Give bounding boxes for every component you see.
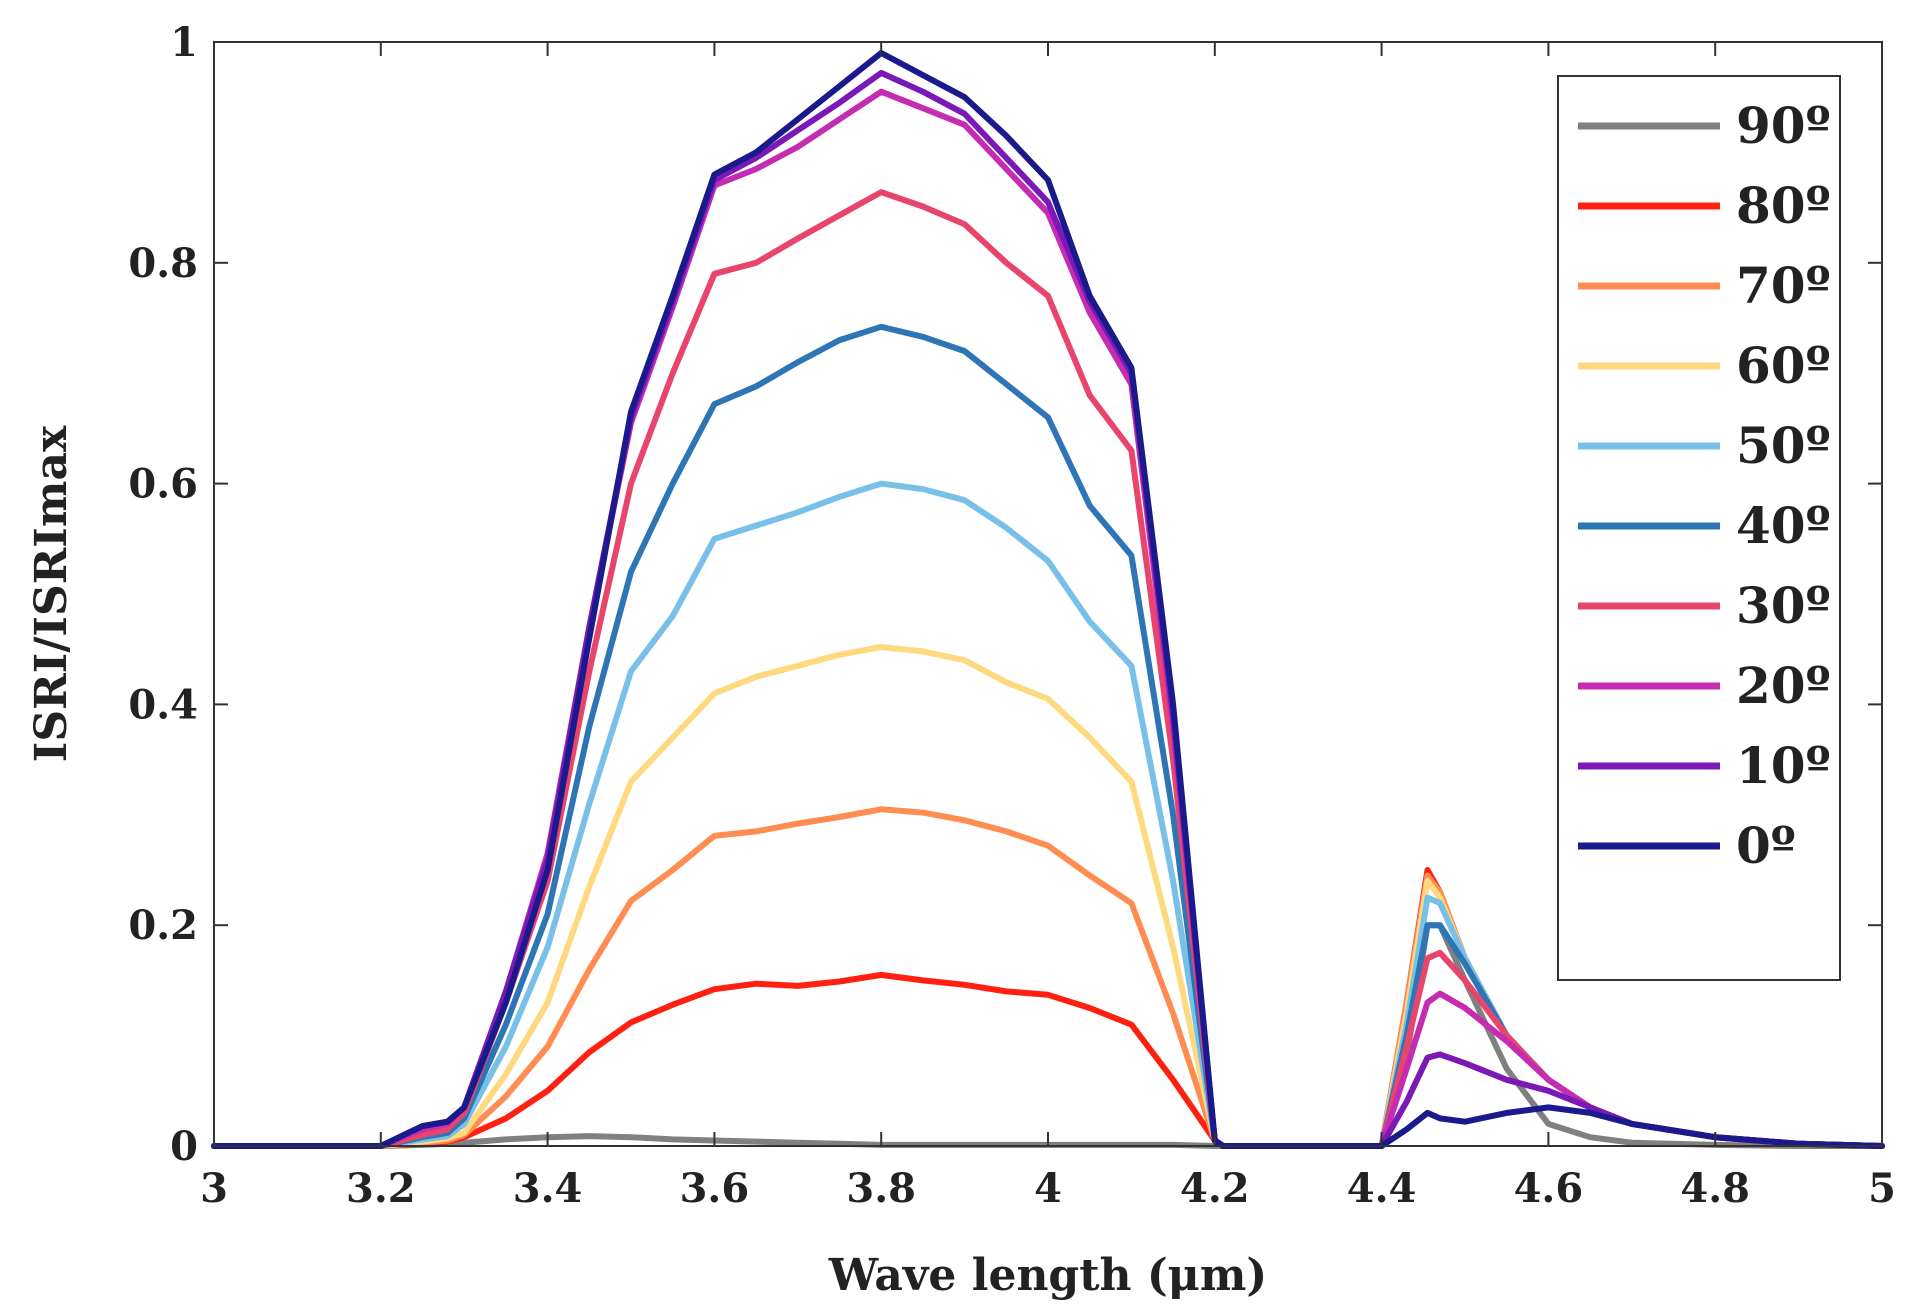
y-tick-label: 0.6 [128,461,198,508]
x-tick-label: 3.8 [846,1165,916,1212]
legend-label: 90º [1736,96,1831,155]
x-tick-label: 4 [1034,1165,1062,1212]
legend-label: 20º [1736,656,1831,715]
x-tick-label: 4.6 [1514,1165,1584,1212]
x-tick-label: 4.4 [1347,1165,1417,1212]
y-tick-label: 0.4 [128,681,198,728]
legend-label: 60º [1736,336,1831,395]
legend-item: 10º [1578,736,1831,795]
x-tick-label: 3 [200,1165,228,1212]
legend-label: 10º [1736,736,1831,795]
legend-item: 70º [1578,256,1831,315]
legend-item: 30º [1578,576,1831,635]
x-tick-label: 4.2 [1180,1165,1250,1212]
y-tick-label: 1 [170,19,198,66]
legend-label: 40º [1736,496,1831,555]
legend-item: 20º [1578,656,1831,715]
x-tick-label: 4.8 [1680,1165,1750,1212]
y-tick-label: 0 [170,1123,198,1170]
legend-item: 90º [1578,96,1831,155]
tick-layer: 3 3.2 3.4 3.6 3.8 4 4.2 4.4 4.6 4.8 5 0 0.2 0.4 0.6 0.8… [128,19,1896,1212]
x-tick-label: 3.2 [346,1165,416,1212]
x-axis-title: Wave length (μm) [828,1250,1267,1301]
series-layer [211,50,1885,1149]
legend-label: 30º [1736,576,1831,635]
series-line-9 [211,50,1885,1149]
x-tick-label: 3.4 [513,1165,583,1212]
legend-label: 80º [1736,176,1831,235]
y-axis-title: ISRI/ISRImax [26,425,77,762]
legend-label: 70º [1736,256,1831,315]
y-tick-label: 0.2 [128,902,198,949]
x-tick-label: 5 [1868,1165,1896,1212]
legend-label: 0º [1736,816,1796,875]
legend-item: 80º [1578,176,1831,235]
y-tick-label: 0.8 [128,240,198,287]
legend-item: 50º [1578,416,1831,475]
x-tick-label: 3.6 [680,1165,750,1212]
legend-items: 90º 80º 70º 60º 50º 40º 30º 20º 10º 0º [1578,96,1831,875]
legend: 90º 80º 70º 60º 50º 40º 30º 20º 10º 0º [1557,75,1841,981]
legend-label: 50º [1736,416,1831,475]
legend-item: 40º [1578,496,1831,555]
legend-item: 60º [1578,336,1831,395]
legend-item: 0º [1578,816,1796,875]
